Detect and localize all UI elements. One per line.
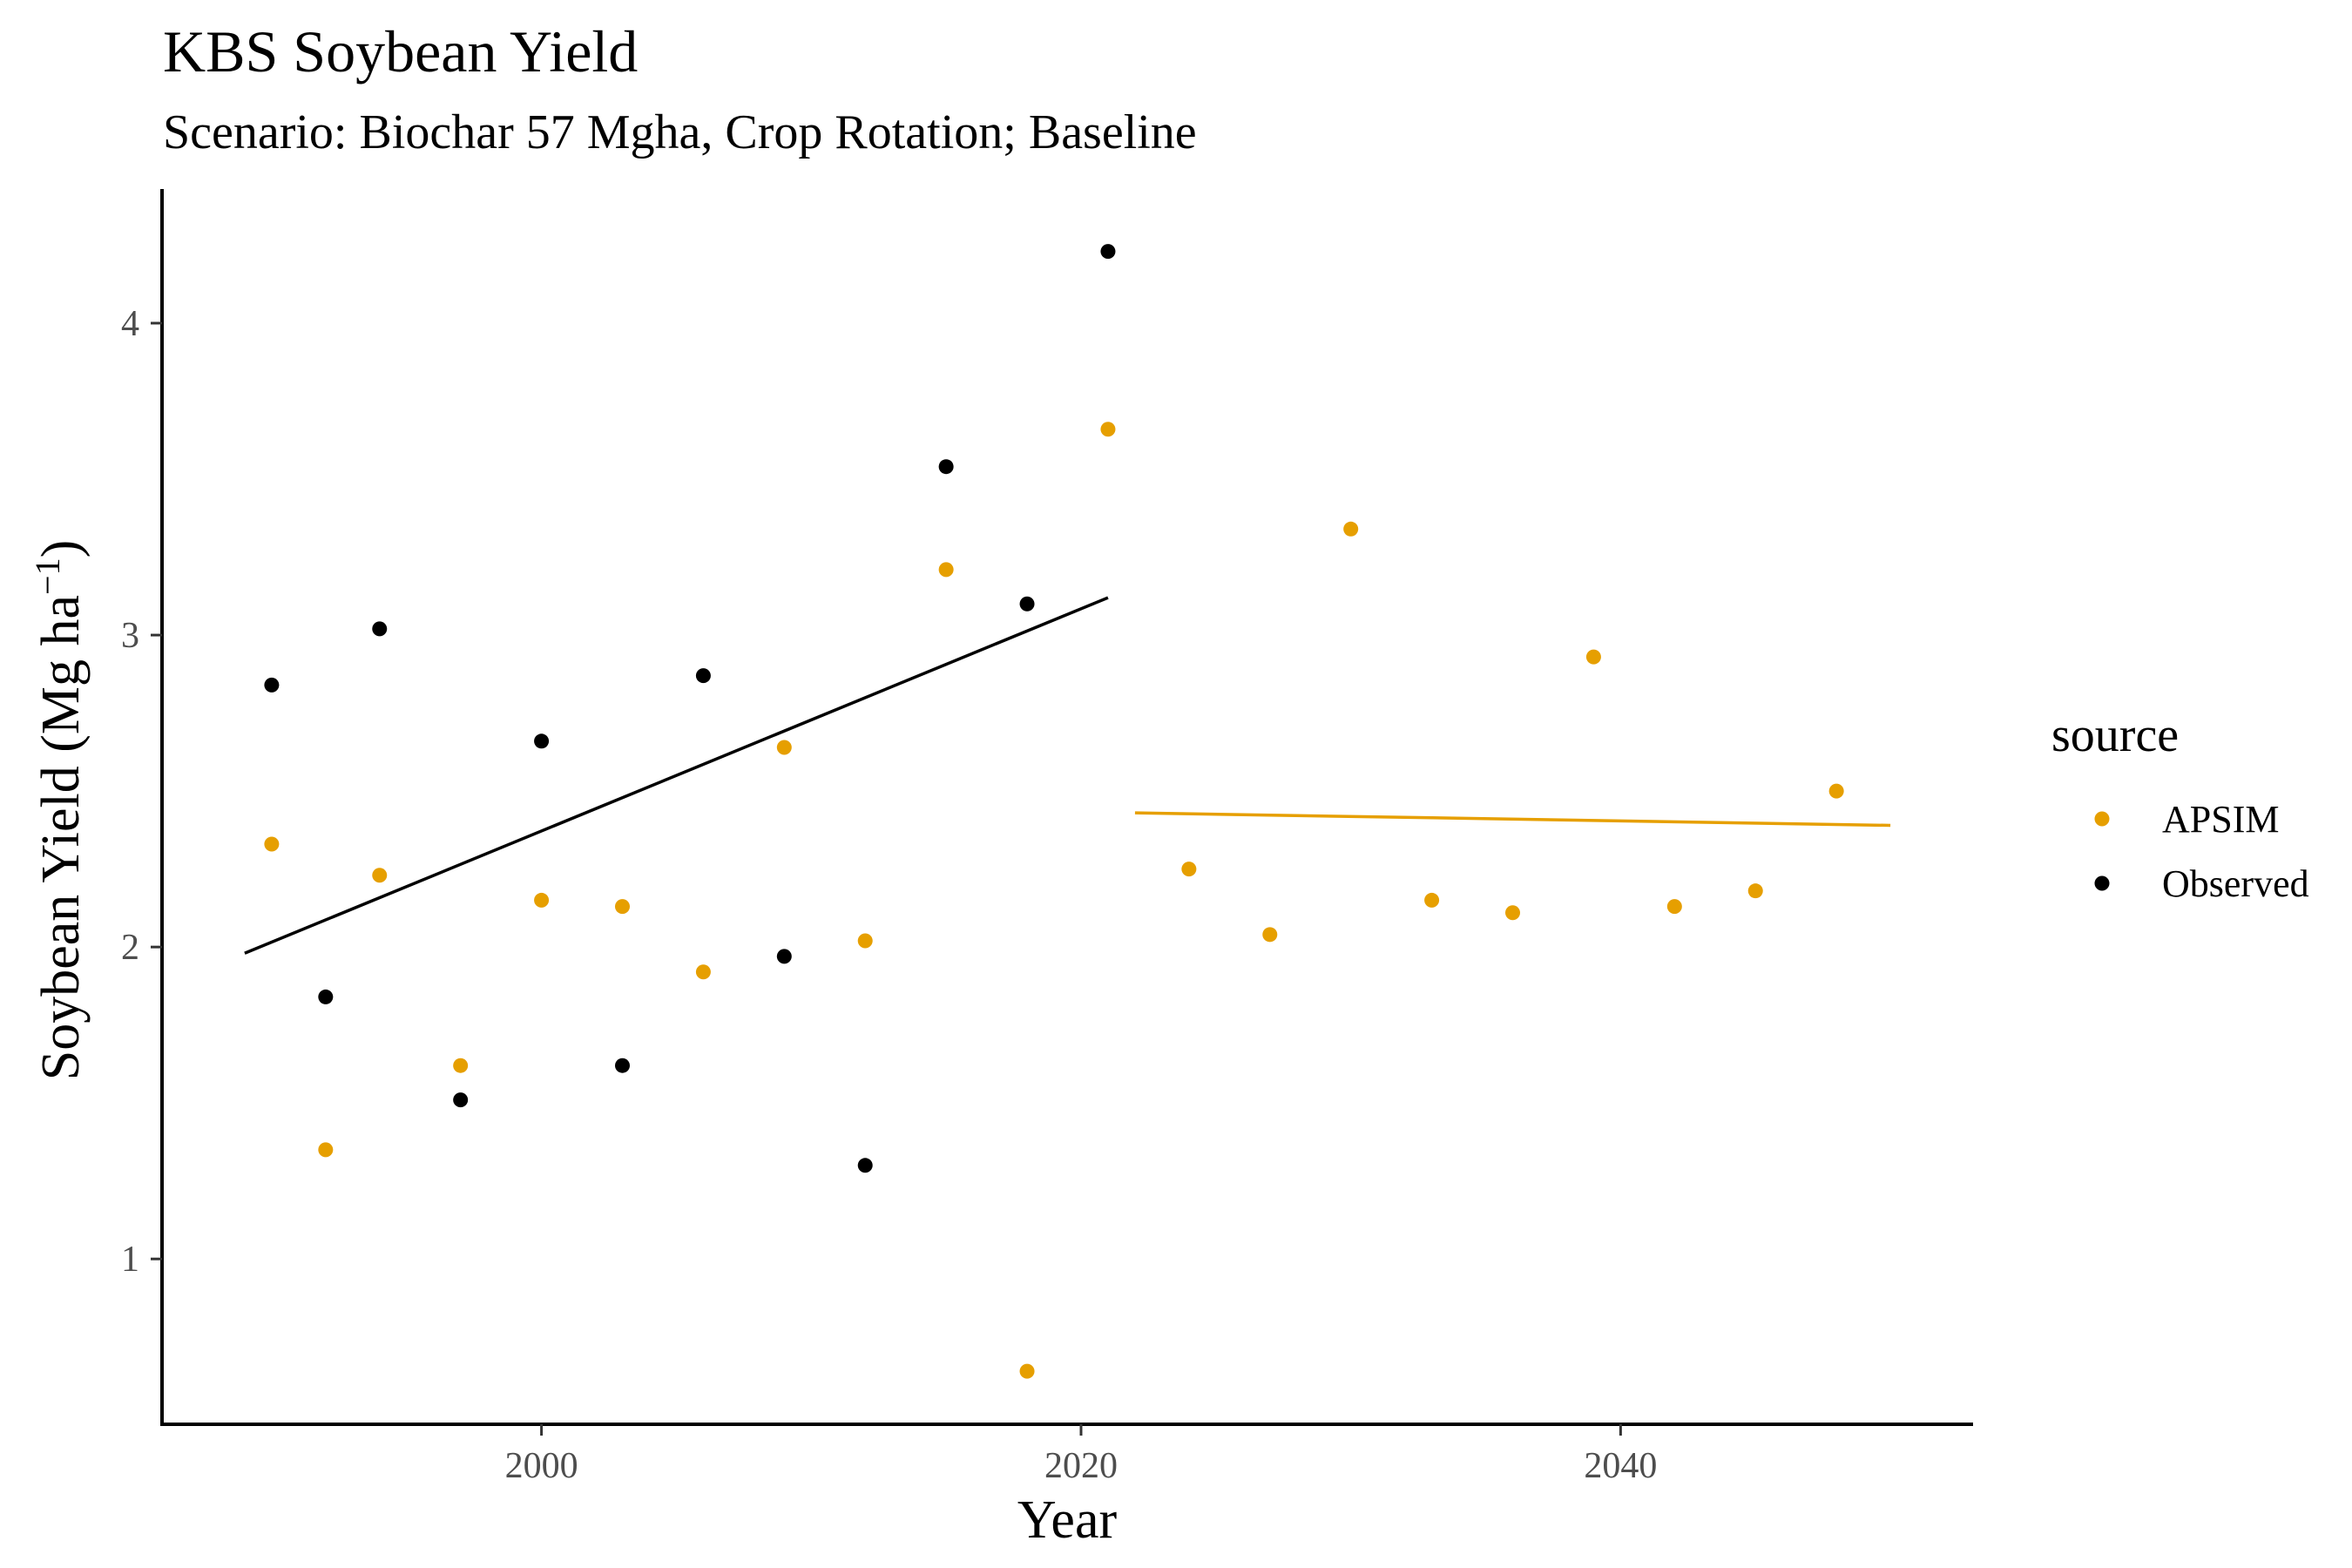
y-axis-title-close: ): [31, 540, 91, 558]
apsim-point: [1424, 892, 1440, 908]
plot-area: [244, 244, 1891, 1379]
apsim-point: [318, 1142, 334, 1158]
observed-point: [453, 1092, 469, 1108]
x-tick-label: 2020: [1044, 1446, 1118, 1486]
observed-point: [1100, 244, 1116, 260]
apsim-point: [1505, 905, 1521, 921]
observed-point: [776, 949, 792, 964]
apsim-point: [614, 899, 630, 915]
apsim-point: [1262, 927, 1278, 943]
observed-point: [614, 1058, 630, 1073]
apsim-point: [372, 868, 388, 883]
legend: source APSIM Observed: [2051, 708, 2309, 905]
apsim-point: [1747, 883, 1763, 899]
x-axis-title: Year: [1017, 1490, 1118, 1550]
y-tick-label: 1: [121, 1240, 139, 1280]
x-axis-ticks: 2000 2020 2040: [505, 1424, 1657, 1486]
legend-label-apsim: APSIM: [2162, 798, 2280, 841]
apsim-point: [938, 562, 954, 578]
y-tick-label: 2: [121, 928, 139, 968]
x-tick-label: 2000: [505, 1446, 578, 1486]
y-tick-label: 4: [121, 304, 139, 344]
apsim-point: [1585, 649, 1601, 665]
apsim-point: [534, 892, 550, 908]
legend-label-observed: Observed: [2162, 862, 2309, 905]
observed-point: [372, 621, 388, 637]
apsim-trend-line: [1134, 811, 1891, 828]
legend-key-apsim: [2094, 811, 2110, 827]
observed-point: [1019, 596, 1035, 612]
observed-point: [534, 733, 550, 749]
chart-title: KBS Soybean Yield: [163, 18, 638, 84]
x-tick-label: 2040: [1584, 1446, 1657, 1486]
apsim-point: [1828, 783, 1844, 799]
observed-point: [318, 989, 334, 1004]
apsim-point: [1019, 1363, 1035, 1379]
apsim-point: [1181, 862, 1197, 877]
apsim-point: [1100, 422, 1116, 437]
apsim-point: [1343, 521, 1359, 537]
legend-title: source: [2051, 708, 2179, 762]
apsim-point: [776, 740, 792, 755]
y-axis-title-main: Soybean Yield (Mg ha: [31, 595, 91, 1080]
y-axis-title-superscript: −1: [28, 558, 67, 595]
apsim-point: [264, 836, 280, 852]
apsim-point: [695, 964, 711, 980]
apsim-point: [857, 933, 873, 949]
observed-point: [857, 1158, 873, 1173]
observed-point: [695, 668, 711, 684]
observed-point: [264, 677, 280, 693]
apsim-point: [1666, 899, 1682, 915]
y-tick-label: 3: [121, 616, 139, 656]
chart-subtitle: Scenario: Biochar 57 Mgha, Crop Rotation…: [163, 105, 1197, 159]
legend-key-observed: [2094, 875, 2110, 891]
y-axis-ticks: 1 2 3 4: [121, 304, 162, 1280]
observed-point: [938, 459, 954, 475]
y-axis-title: Soybean Yield (Mg ha−1): [28, 540, 91, 1081]
apsim-point: [453, 1058, 469, 1073]
observed-trend-line: [244, 596, 1109, 955]
